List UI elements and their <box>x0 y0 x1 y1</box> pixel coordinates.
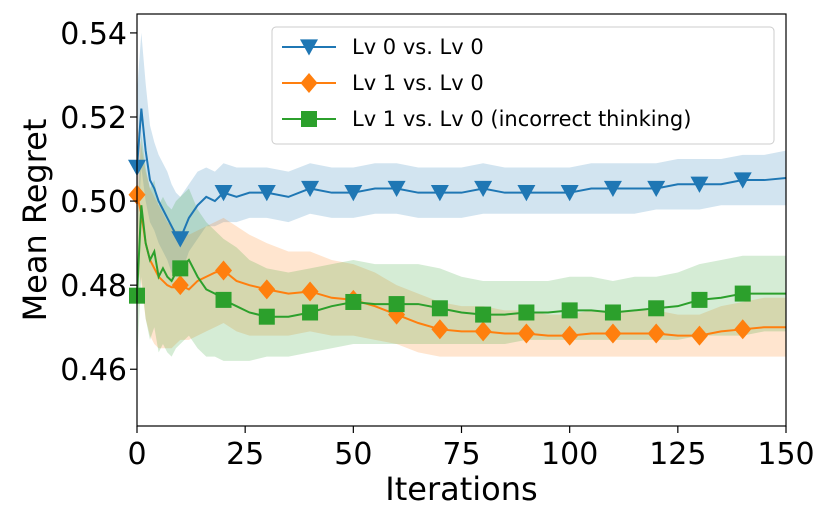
line-lv-1-vs-lv-0-incorrect-thinking <box>136 205 786 318</box>
y-tick-label: 0.48 <box>60 269 127 304</box>
band-lv-1-vs-lv-0-incorrect-thinking <box>137 133 786 361</box>
confidence-bands <box>137 32 786 361</box>
marker-lv-0-vs-lv-0 <box>474 180 493 198</box>
marker-lv-0-vs-lv-0 <box>301 180 320 198</box>
marker-lv-1-vs-lv-0-incorrect-thinking <box>734 285 751 302</box>
x-tick-label: 75 <box>442 437 480 472</box>
marker-lv-0-vs-lv-0 <box>387 180 406 198</box>
marker-lv-1-vs-lv-0-incorrect-thinking <box>388 296 405 313</box>
marker-lv-1-vs-lv-0 <box>301 281 319 302</box>
marker-lv-0-vs-lv-0 <box>690 176 709 193</box>
legend-marker-lv-0-vs-lv-0 <box>300 39 318 56</box>
x-tick-label: 100 <box>541 437 598 472</box>
marker-lv-0-vs-lv-0 <box>647 180 666 198</box>
marker-lv-0-vs-lv-0 <box>257 185 276 202</box>
legend-marker-lv-1-vs-lv-0 <box>300 73 318 93</box>
marker-lv-0-vs-lv-0 <box>560 185 579 202</box>
marker-lv-1-vs-lv-0-incorrect-thinking <box>431 300 448 317</box>
marker-lv-0-vs-lv-0 <box>517 185 536 202</box>
line-lv-1-vs-lv-0 <box>136 194 786 337</box>
legend-label-lv-1-vs-lv-0-incorrect-thinking: Lv 1 vs. Lv 0 (incorrect thinking) <box>352 107 691 131</box>
band-lv-1-vs-lv-0 <box>137 125 786 357</box>
marker-lv-1-vs-lv-0 <box>215 260 233 281</box>
marker-lv-0-vs-lv-0 <box>733 172 752 189</box>
marker-lv-0-vs-lv-0 <box>430 185 449 202</box>
marker-lv-1-vs-lv-0-incorrect-thinking <box>172 260 189 277</box>
band-lv-0-vs-lv-0 <box>137 32 786 277</box>
series-markers <box>128 159 752 346</box>
marker-lv-1-vs-lv-0 <box>517 323 535 344</box>
marker-lv-1-vs-lv-0 <box>474 321 492 342</box>
marker-lv-1-vs-lv-0-incorrect-thinking <box>302 304 319 321</box>
marker-lv-1-vs-lv-0-incorrect-thinking <box>648 300 665 317</box>
y-tick-label: 0.50 <box>60 185 127 220</box>
marker-lv-1-vs-lv-0-incorrect-thinking <box>518 304 535 321</box>
marker-lv-1-vs-lv-0-incorrect-thinking <box>604 304 621 321</box>
y-axis-label: Mean Regret <box>16 119 54 322</box>
x-tick-label: 25 <box>226 437 264 472</box>
marker-lv-1-vs-lv-0-incorrect-thinking <box>475 306 492 323</box>
y-axis-ticks: 0.46 0.48 0.50 0.52 0.54 <box>60 17 137 388</box>
legend-label-lv-1-vs-lv-0: Lv 1 vs. Lv 0 <box>352 71 484 95</box>
marker-lv-1-vs-lv-0-incorrect-thinking <box>561 302 578 319</box>
marker-lv-0-vs-lv-0 <box>171 231 190 248</box>
legend: Lv 0 vs. Lv 0 Lv 1 vs. Lv 0 Lv 1 vs. Lv 0 … <box>271 26 775 145</box>
marker-lv-1-vs-lv-0 <box>171 275 189 296</box>
line-lv-0-vs-lv-0 <box>136 108 787 241</box>
marker-lv-1-vs-lv-0-incorrect-thinking <box>691 291 708 308</box>
y-tick-label: 0.46 <box>60 353 127 388</box>
marker-lv-0-vs-lv-0 <box>603 180 622 198</box>
y-tick-label: 0.52 <box>60 101 127 136</box>
marker-lv-1-vs-lv-0 <box>561 325 579 346</box>
legend-label-lv-0-vs-lv-0: Lv 0 vs. Lv 0 <box>352 35 484 59</box>
x-axis-label: Iterations <box>385 470 537 508</box>
x-axis-ticks: 0 25 50 75 100 125 150 <box>127 426 815 472</box>
y-tick-label: 0.54 <box>60 17 127 52</box>
marker-lv-1-vs-lv-0-incorrect-thinking <box>258 308 275 325</box>
x-tick-label: 50 <box>334 437 372 472</box>
marker-lv-1-vs-lv-0 <box>690 325 708 346</box>
marker-lv-1-vs-lv-0 <box>734 319 752 340</box>
x-tick-label: 150 <box>757 437 814 472</box>
marker-lv-1-vs-lv-0-incorrect-thinking <box>215 291 232 308</box>
marker-lv-1-vs-lv-0-incorrect-thinking <box>345 293 362 310</box>
series-lines <box>136 108 787 337</box>
marker-lv-1-vs-lv-0 <box>258 279 276 300</box>
marker-lv-0-vs-lv-0 <box>344 185 363 202</box>
marker-lv-0-vs-lv-0 <box>214 185 233 202</box>
legend-box <box>271 26 775 145</box>
marker-lv-1-vs-lv-0 <box>604 323 622 344</box>
x-tick-label: 0 <box>127 437 146 472</box>
marker-lv-1-vs-lv-0 <box>431 319 449 340</box>
x-tick-label: 125 <box>649 437 706 472</box>
marker-lv-1-vs-lv-0 <box>647 323 665 344</box>
legend-marker-lv-1-vs-lv-0-incorrect-thinking <box>301 111 317 127</box>
